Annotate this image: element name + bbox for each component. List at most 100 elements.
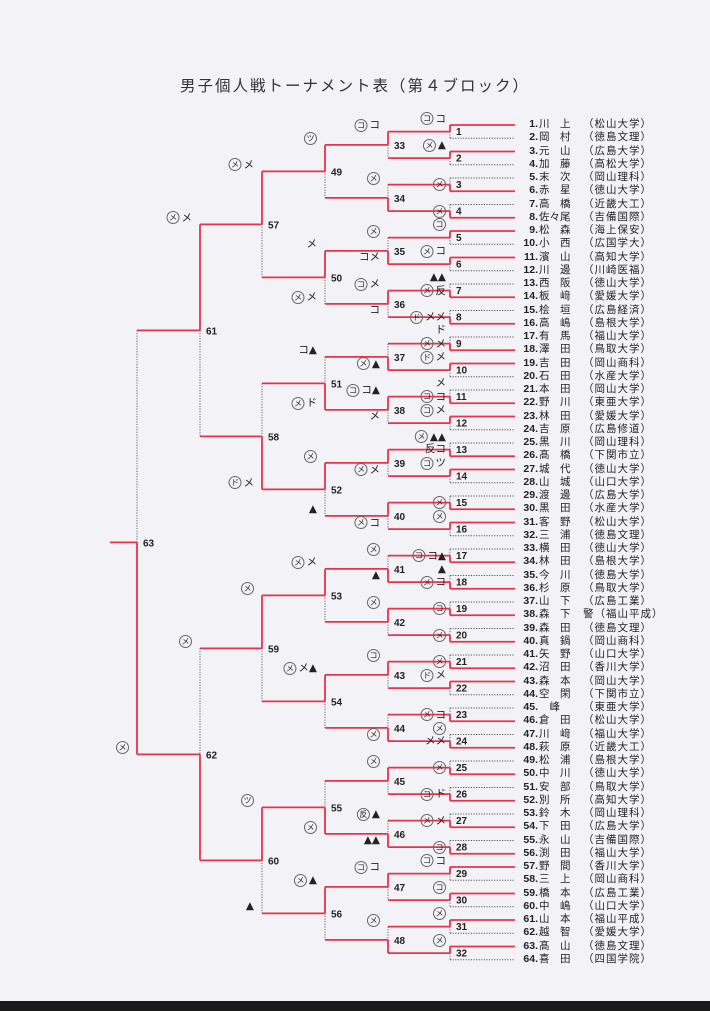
entry-number: 26. [523,449,538,462]
entry-row: 40. 真 鍋 （岡山商科） [517,635,652,648]
entry-number: 45. [523,701,538,713]
score-mark: コ [433,218,446,231]
score-mark: メ [436,377,447,389]
entry-row: 25. 黒 川 （岡山理科） [517,436,652,449]
player-name: 澤 田 [539,343,571,356]
score-text: ▲▲ [363,834,380,847]
school-name: （松山大学） [583,515,652,528]
circled-score-icon: メ [116,741,129,755]
score-mark: メ [433,204,446,218]
score-mark: ドメ [420,668,446,682]
score-mark: ドメ [228,476,254,490]
match-number: 16 [456,525,468,536]
score-text: ド [306,397,318,410]
circled-score-icon: メ [433,509,446,523]
entry-row: 11. 濱 山 （高知大学） [517,251,652,264]
entry-row: 8. 佐々尾 （吉備国際） [517,211,652,224]
match-number: 39 [394,459,406,470]
match-number: 28 [456,843,468,854]
score-text: ▲ [437,139,446,151]
entry-number: 58. [523,873,538,886]
player-name: 石 田 [539,369,571,382]
player-name: 杉 原 [539,581,571,594]
entry-row: 62. 越 智 （愛媛大学） [517,926,652,939]
circled-score-icon: メ [422,138,436,152]
score-mark: メ [304,449,317,463]
match-number: 9 [456,339,462,350]
entry-number: 60. [523,899,538,912]
player-name: 山 下 [539,595,571,607]
score-mark: ドメメ [410,310,446,324]
match-number: 19 [456,604,468,615]
school-name: （高松大学） [583,157,652,170]
circled-score-icon: メ [367,542,380,556]
school-name: （愛媛大学） [583,926,652,939]
entry-number: 41. [523,648,538,660]
entry-number: 47. [523,727,538,740]
entry-number: 33. [523,542,538,554]
score-mark: メメ▲ [283,661,317,675]
entry-number: 55. [523,833,538,846]
entry-number: 3. [529,144,538,157]
score-text: ▲▲ [429,271,446,283]
match-number: 1 [456,127,462,138]
player-name: 桧 垣 [539,303,571,316]
entry-row: 45. 峰 （東亜大学） [517,701,652,714]
entry-row: 56. 渕 田 （福山大学） [517,847,652,860]
score-mark: メメ [291,290,317,304]
circled-score-icon: メ [293,873,307,887]
entry-number: 40. [523,634,538,647]
school-name: （高知大学） [583,250,652,263]
entry-number: 64. [523,952,538,965]
school-name: （徳島文理） [583,528,652,541]
entry-row: 15. 桧 垣 （広島経済） [517,304,652,317]
scan-edge [0,1001,710,1011]
entry-row: 32. 三 浦 （徳島文理） [517,529,652,542]
match-number: 10 [456,366,468,377]
player-name: 真 鍋 [539,634,571,647]
school-name: （愛媛大学） [583,290,652,303]
player-name: 別 所 [539,793,571,806]
player-name: 高 橋 [539,197,571,210]
player-name: 渕 田 [539,846,571,859]
entry-number: 5. [529,171,538,183]
score-mark: メメ [291,555,317,569]
player-name: 今 川 [539,568,571,581]
school-name: （香川大学） [583,860,652,872]
school-name: （高知大学） [583,793,652,806]
entry-number: 18. [523,343,538,356]
player-name: 三 浦 [539,528,571,541]
circled-score-icon: コ [420,854,434,867]
circled-score-icon: メ [367,224,380,238]
match-number: 59 [268,644,280,655]
player-name: 矢 野 [539,648,571,660]
score-mark: メ [367,171,380,185]
entry-row: 35. 今 川 （徳島大学） [517,569,652,582]
school-name: （徳島大学） [583,568,652,581]
circled-score-icon: メ [420,814,434,828]
entry-row: 58. 三 上 （岡山商科） [517,873,652,886]
circled-score-icon: メ [420,575,434,589]
player-name: 黒 田 [539,502,571,515]
player-name: 加 藤 [539,157,571,170]
player-name: 林 田 [539,409,571,422]
match-number: 8 [456,313,462,324]
circled-score-icon: メ [166,211,180,225]
entry-row: 13. 西 阪 （徳山大学） [517,277,652,290]
circled-score-icon: ド [228,476,242,490]
player-name: 吉 田 [539,356,571,369]
match-number: 38 [394,406,406,417]
score-text: コ [435,576,447,589]
school-name: （広島大学） [583,820,652,833]
circled-score-icon: ド [410,310,423,324]
entry-row: 30. 黒 田 （水産大学） [517,502,652,515]
score-text: ▲ [371,808,380,821]
school-name: （徳島文理） [583,621,652,634]
school-name: （岡山大学） [583,674,652,687]
score-mark: メ ▲ [356,357,380,371]
entry-row: 12. 川 邊 （川崎医福） [517,264,652,277]
school-name: （徳山大学） [583,767,652,780]
school-name: （鳥取大学） [583,581,652,594]
match-number: 56 [331,909,343,920]
